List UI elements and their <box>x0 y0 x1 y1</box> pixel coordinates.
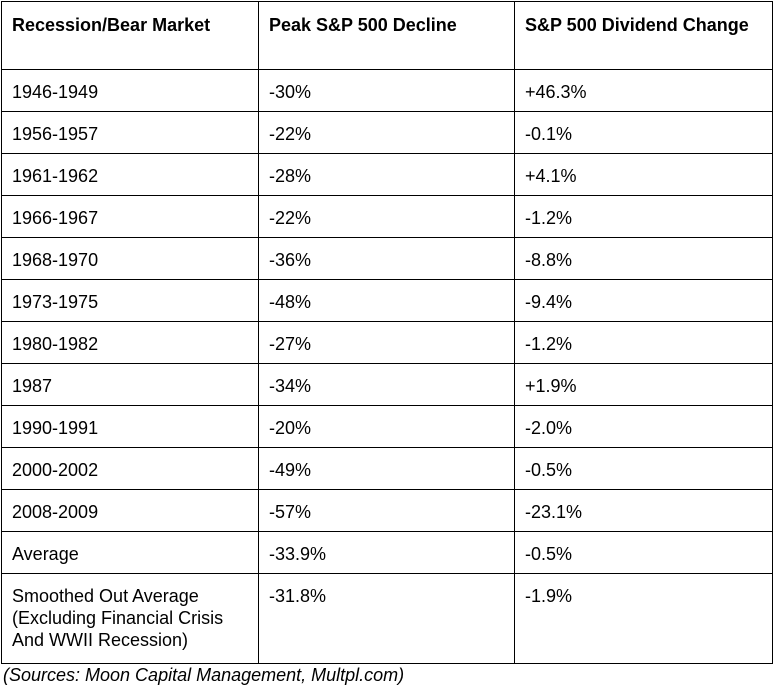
recession-table-container: Recession/Bear Market Peak S&P 500 Decli… <box>1 1 773 664</box>
table-row-average: Average -33.9% -0.5% <box>1 531 773 574</box>
table-row: 1956-1957 -22% -0.1% <box>1 111 773 154</box>
cell-period: 1968-1970 <box>1 237 259 280</box>
cell-period: 1973-1975 <box>1 279 259 322</box>
cell-dividend: -1.2% <box>514 321 773 364</box>
table-row: 1980-1982 -27% -1.2% <box>1 321 773 364</box>
cell-decline: -48% <box>258 279 515 322</box>
cell-period: 1987 <box>1 363 259 406</box>
header-dividend-change: S&P 500 Dividend Change <box>514 1 773 70</box>
table-row: 1990-1991 -20% -2.0% <box>1 405 773 448</box>
header-recession: Recession/Bear Market <box>1 1 259 70</box>
cell-dividend: -9.4% <box>514 279 773 322</box>
cell-period: 2008-2009 <box>1 489 259 532</box>
table-row: 1966-1967 -22% -1.2% <box>1 195 773 238</box>
cell-dividend: -0.5% <box>514 447 773 490</box>
cell-decline: -34% <box>258 363 515 406</box>
cell-dividend: -0.1% <box>514 111 773 154</box>
recession-dividend-table: Recession/Bear Market Peak S&P 500 Decli… <box>1 1 773 664</box>
cell-decline: -28% <box>258 153 515 196</box>
table-row: 1987 -34% +1.9% <box>1 363 773 406</box>
cell-decline: -27% <box>258 321 515 364</box>
cell-decline: -22% <box>258 195 515 238</box>
cell-decline: -22% <box>258 111 515 154</box>
cell-period: 1946-1949 <box>1 69 259 112</box>
table-row-smoothed-average: Smoothed Out Average (Excluding Financia… <box>1 573 773 664</box>
table-header-row: Recession/Bear Market Peak S&P 500 Decli… <box>1 1 773 70</box>
source-note: (Sources: Moon Capital Management, Multp… <box>3 665 405 685</box>
table-row: 1973-1975 -48% -9.4% <box>1 279 773 322</box>
cell-decline: -33.9% <box>258 531 515 574</box>
cell-dividend: +4.1% <box>514 153 773 196</box>
cell-dividend: +46.3% <box>514 69 773 112</box>
cell-period: Average <box>1 531 259 574</box>
table-row: 1946-1949 -30% +46.3% <box>1 69 773 112</box>
header-peak-decline: Peak S&P 500 Decline <box>258 1 515 70</box>
cell-dividend: -1.9% <box>514 573 773 664</box>
table-row: 2008-2009 -57% -23.1% <box>1 489 773 532</box>
cell-period: 1956-1957 <box>1 111 259 154</box>
cell-decline: -30% <box>258 69 515 112</box>
cell-decline: -36% <box>258 237 515 280</box>
cell-dividend: -2.0% <box>514 405 773 448</box>
cell-period: 1990-1991 <box>1 405 259 448</box>
table-row: 1968-1970 -36% -8.8% <box>1 237 773 280</box>
cell-period: 2000-2002 <box>1 447 259 490</box>
cell-dividend: -8.8% <box>514 237 773 280</box>
cell-dividend: -0.5% <box>514 531 773 574</box>
cell-decline: -49% <box>258 447 515 490</box>
cell-dividend: -23.1% <box>514 489 773 532</box>
cell-period: 1980-1982 <box>1 321 259 364</box>
table-row: 2000-2002 -49% -0.5% <box>1 447 773 490</box>
cell-decline: -20% <box>258 405 515 448</box>
cell-decline: -31.8% <box>258 573 515 664</box>
cell-period: 1966-1967 <box>1 195 259 238</box>
cell-period: Smoothed Out Average (Excluding Financia… <box>1 573 259 664</box>
cell-dividend: -1.2% <box>514 195 773 238</box>
cell-period: 1961-1962 <box>1 153 259 196</box>
cell-dividend: +1.9% <box>514 363 773 406</box>
cell-decline: -57% <box>258 489 515 532</box>
table-row: 1961-1962 -28% +4.1% <box>1 153 773 196</box>
